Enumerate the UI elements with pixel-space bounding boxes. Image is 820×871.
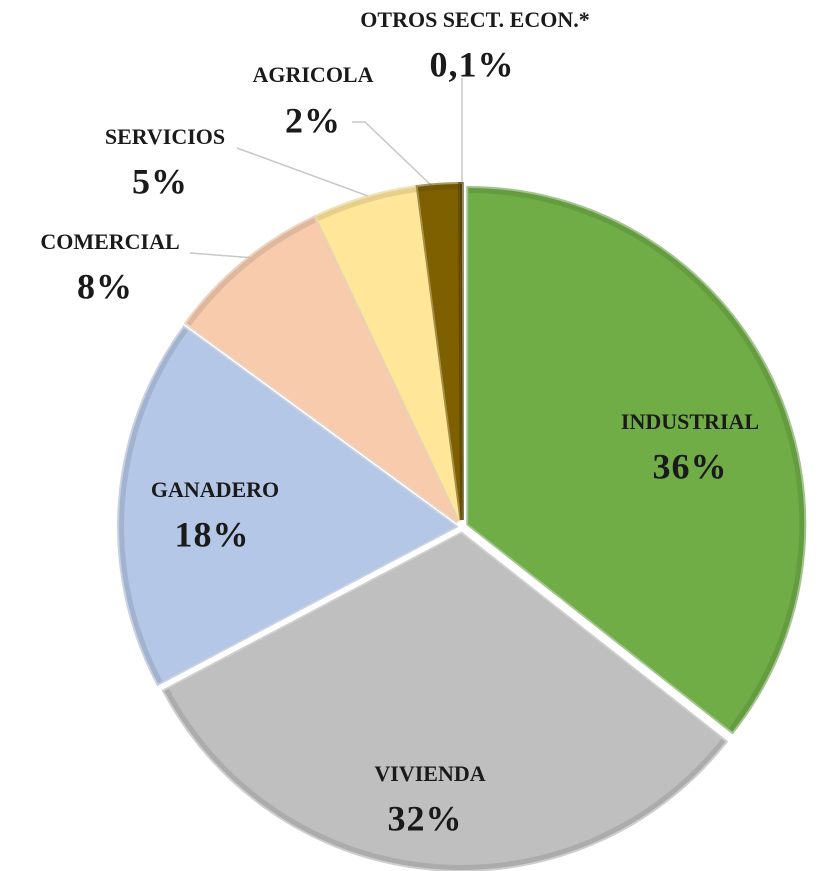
value-label: 5% (132, 161, 188, 201)
leader-line (189, 252, 256, 259)
category-label: VIVIENDA (374, 761, 485, 786)
category-label: INDUSTRIAL (621, 409, 759, 434)
leader-line (236, 147, 369, 197)
category-label: SERVICIOS (105, 124, 225, 149)
value-label: 8% (77, 266, 133, 306)
category-label: AGRICOLA (252, 62, 373, 87)
pie-slice-fill (468, 192, 800, 729)
category-label: COMERCIAL (40, 229, 179, 254)
category-label: GANADERO (151, 477, 279, 502)
pie-slice-fill (318, 192, 461, 521)
pie-slice-fill (459, 189, 462, 521)
pie-slice-fill (124, 330, 456, 682)
value-label: 32% (388, 798, 463, 838)
pie-slice-fill (168, 533, 722, 865)
category-label: OTROS SECT. ECON.* (360, 7, 589, 32)
pie-slice-fill (190, 222, 458, 522)
value-label: 2% (285, 100, 341, 140)
value-label: 18% (175, 514, 250, 554)
value-label: 36% (653, 446, 728, 486)
value-label: 0,1% (430, 44, 515, 84)
pie-slice-fill (418, 189, 462, 521)
leader-line (352, 121, 433, 187)
